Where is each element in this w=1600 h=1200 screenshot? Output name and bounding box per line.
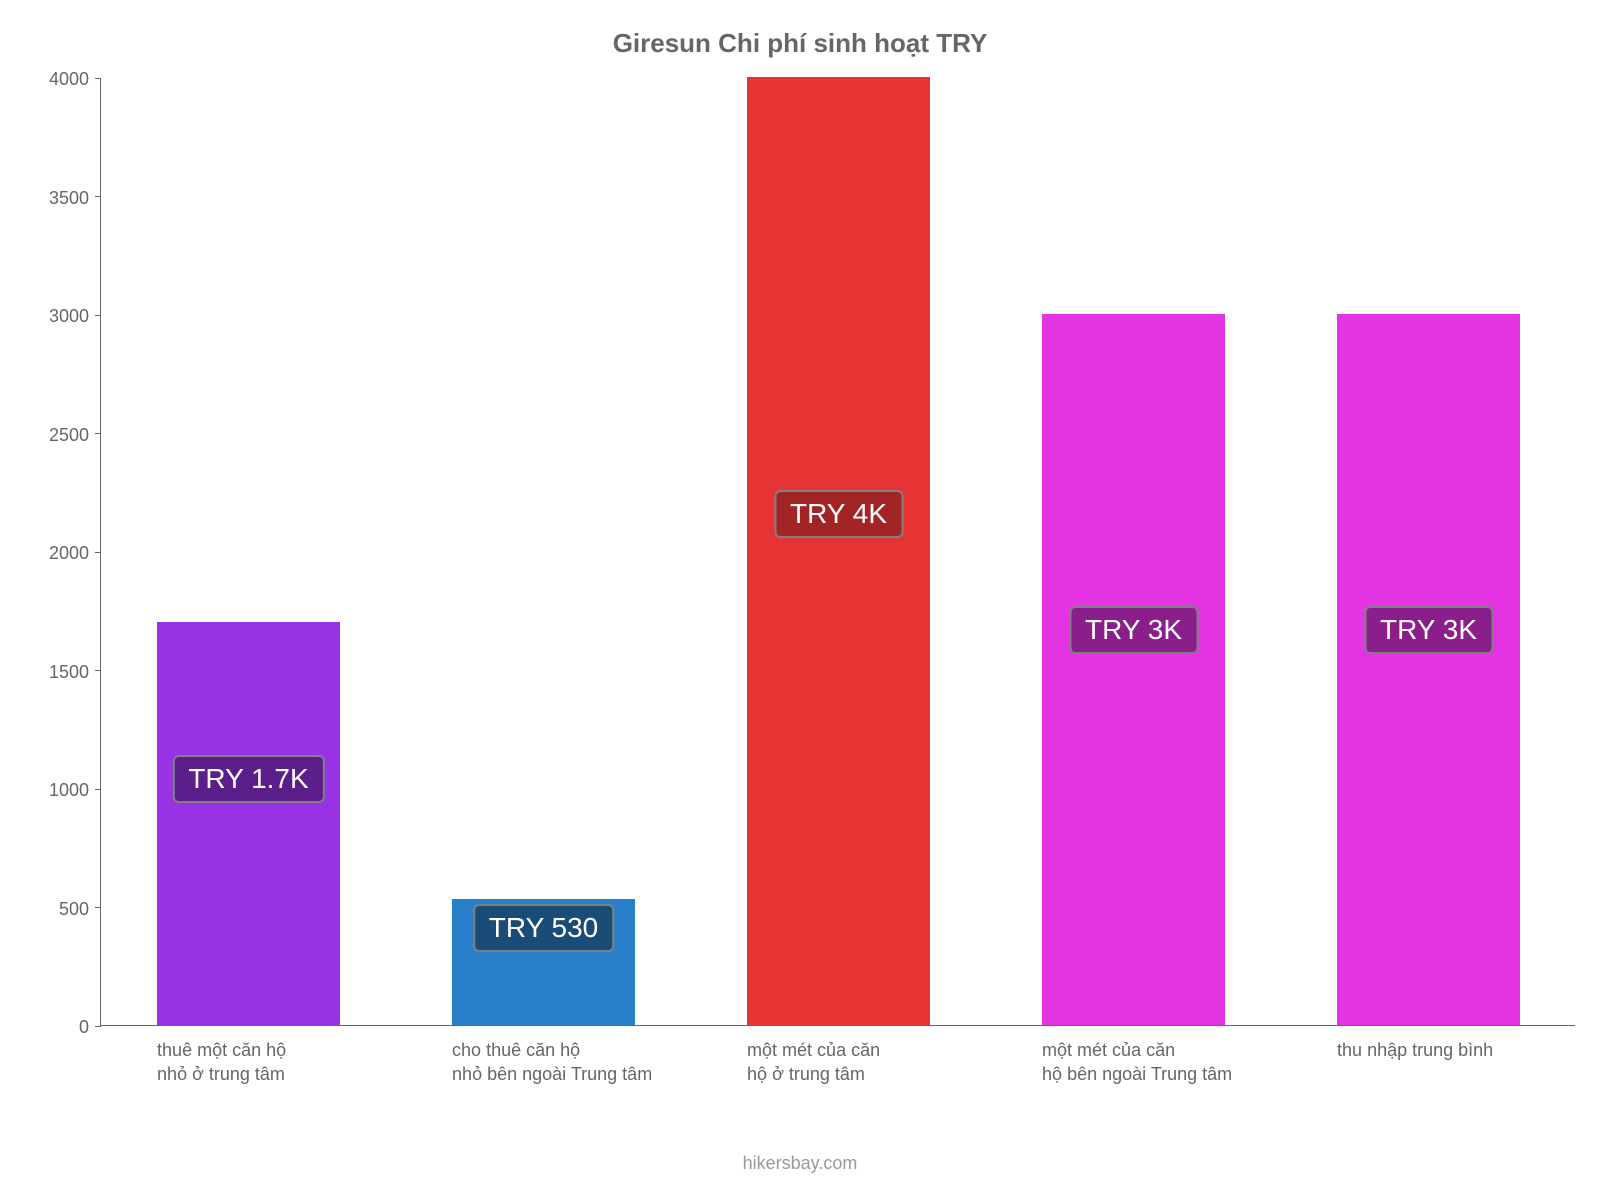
y-tick-mark	[95, 315, 101, 316]
bar-value-label: TRY 1.7K	[172, 755, 324, 803]
bar	[747, 77, 930, 1025]
y-tick-label: 500	[29, 899, 89, 920]
y-tick-label: 4000	[29, 69, 89, 90]
plot-area: 05001000150020002500300035004000TRY 1.7K…	[100, 78, 1575, 1026]
y-tick-label: 0	[29, 1017, 89, 1038]
bar-value-label: TRY 3K	[1069, 606, 1198, 654]
x-axis-label: thu nhập trung bình	[1337, 1038, 1600, 1062]
bar	[1042, 314, 1225, 1025]
x-axis-label: cho thuê căn hộ nhỏ bên ngoài Trung tâm	[452, 1038, 747, 1087]
y-tick-mark	[95, 907, 101, 908]
chart-title: Giresun Chi phí sinh hoạt TRY	[0, 28, 1600, 59]
chart-footer: hikersbay.com	[0, 1153, 1600, 1174]
y-tick-mark	[95, 789, 101, 790]
y-tick-label: 1500	[29, 662, 89, 683]
x-axis-label: thuê một căn hộ nhỏ ở trung tâm	[157, 1038, 452, 1087]
y-tick-mark	[95, 196, 101, 197]
bar	[1337, 314, 1520, 1025]
y-tick-mark	[95, 433, 101, 434]
y-tick-mark	[95, 78, 101, 79]
x-axis-label: một mét của căn hộ bên ngoài Trung tâm	[1042, 1038, 1337, 1087]
x-axis-label: một mét của căn hộ ở trung tâm	[747, 1038, 1042, 1087]
bar-value-label: TRY 4K	[774, 490, 903, 538]
y-tick-label: 2500	[29, 425, 89, 446]
y-tick-mark	[95, 670, 101, 671]
chart-container: Giresun Chi phí sinh hoạt TRY 0500100015…	[0, 0, 1600, 1200]
bar-value-label: TRY 530	[473, 904, 614, 952]
bar	[157, 622, 340, 1025]
y-tick-label: 1000	[29, 780, 89, 801]
bar-value-label: TRY 3K	[1364, 606, 1493, 654]
y-tick-label: 3500	[29, 188, 89, 209]
y-tick-mark	[95, 552, 101, 553]
y-tick-label: 2000	[29, 543, 89, 564]
y-tick-mark	[95, 1026, 101, 1027]
y-tick-label: 3000	[29, 306, 89, 327]
